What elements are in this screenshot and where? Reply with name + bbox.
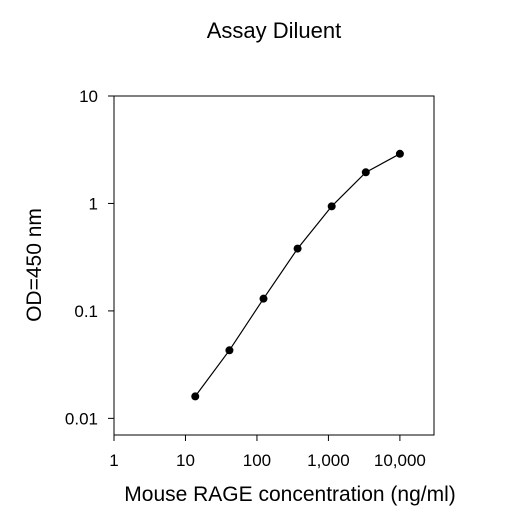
plot-area	[113, 95, 435, 436]
x-tick-label: 10	[176, 451, 195, 470]
series-line	[194, 153, 401, 397]
x-axis-label: Mouse RAGE concentration (ng/ml)	[124, 483, 455, 506]
x-tick-label: 1,000	[307, 451, 350, 470]
y-tick-label: 0.1	[74, 302, 98, 321]
x-tick-label: 100	[243, 451, 271, 470]
data-point	[293, 244, 302, 253]
y-axis: 0.01 0.1 1 10	[65, 87, 114, 428]
y-axis-label: OD=450 nm	[23, 208, 46, 322]
y-tick-label: 10	[79, 87, 98, 106]
x-tick-label: 1	[109, 451, 118, 470]
data-points	[191, 149, 404, 401]
chart-title: Assay Diluent	[207, 18, 342, 43]
data-point	[259, 294, 268, 303]
data-point	[361, 168, 370, 177]
data-point	[327, 202, 336, 211]
data-point	[395, 149, 404, 158]
x-axis: 1 10 100 1,000 10,000	[109, 435, 426, 470]
data-point	[225, 346, 234, 355]
y-tick-label: 1	[89, 194, 98, 213]
data-point	[191, 392, 200, 401]
y-tick-label: 0.01	[65, 409, 98, 428]
x-tick-label: 10,000	[374, 451, 426, 470]
